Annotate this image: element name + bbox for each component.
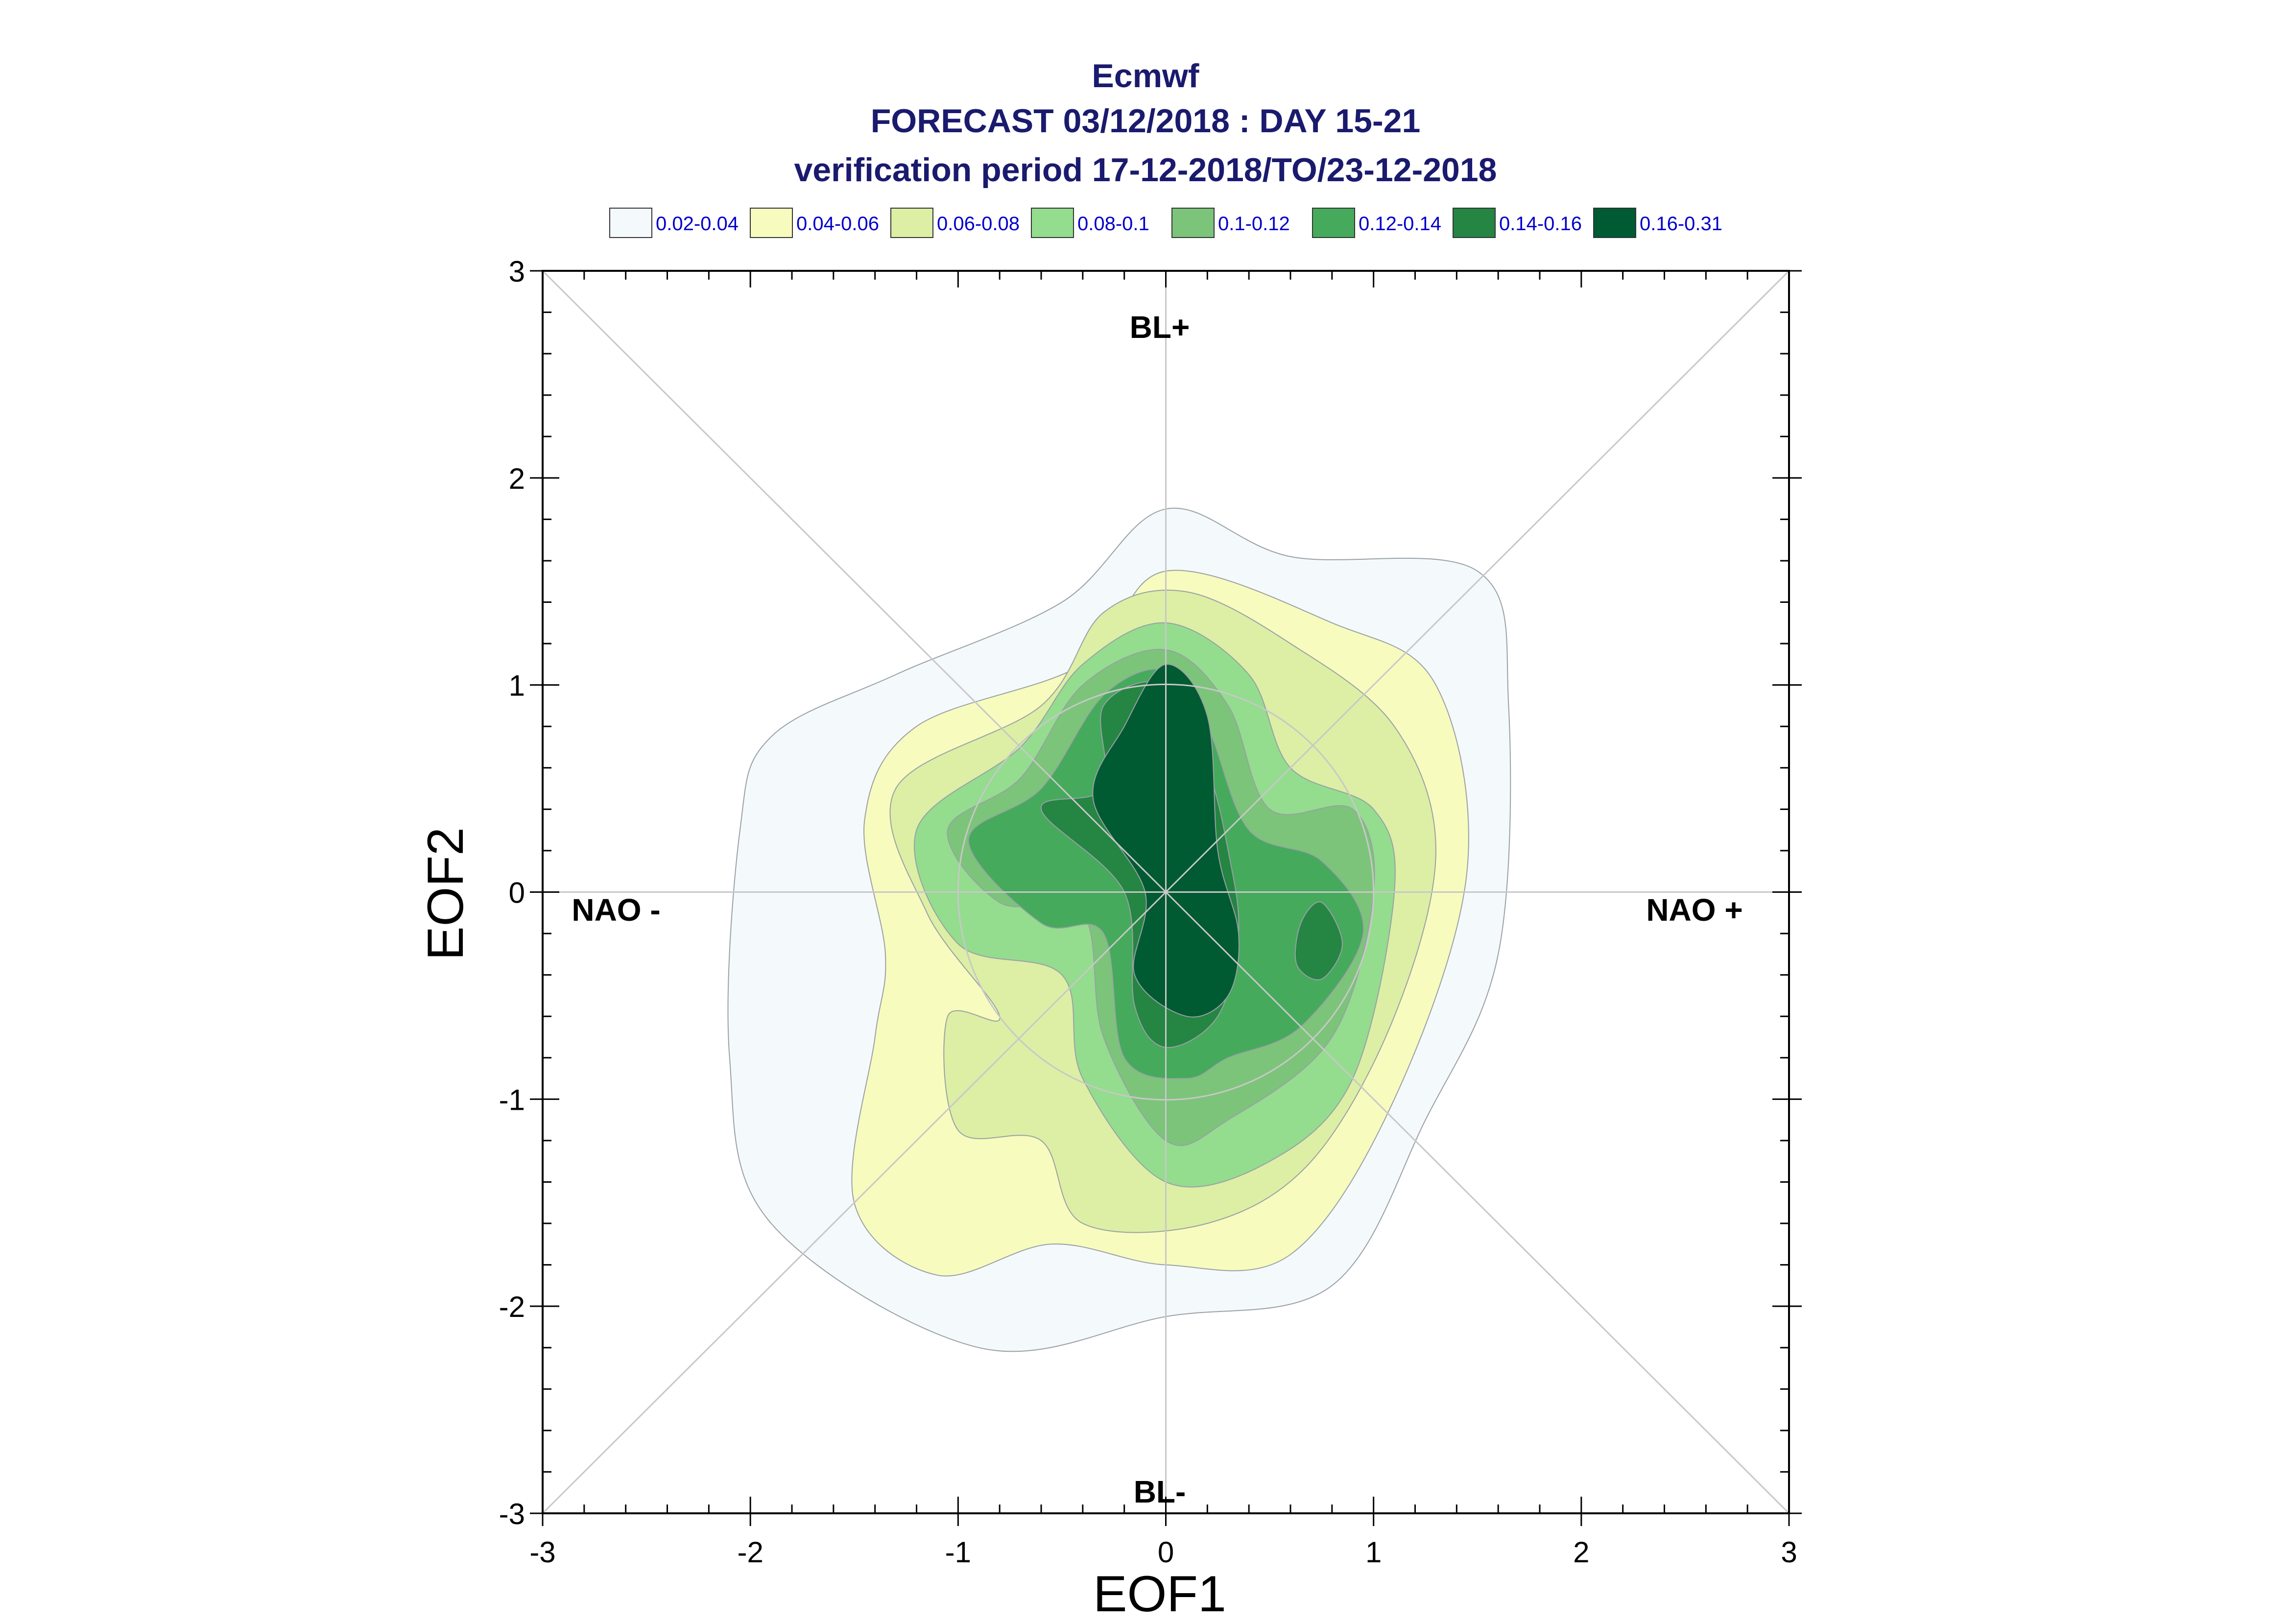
y-axis-label: EOF2 xyxy=(417,827,474,960)
regime-label-bl-minus: BL- xyxy=(1134,1474,1186,1509)
x-tick-label: 1 xyxy=(1365,1536,1382,1569)
axes: -3 -2 -1 0 1 2 3 -3 -2 -1 0 1 2 3 xyxy=(499,255,1802,1569)
regime-label-nao-minus: NAO - xyxy=(572,892,660,928)
legend-swatch xyxy=(1453,208,1496,238)
x-tick-label: 3 xyxy=(1781,1536,1797,1569)
chart-title-line-2: FORECAST 03/12/2018 : DAY 15-21 xyxy=(871,102,1421,140)
x-tick-label: -1 xyxy=(945,1536,971,1569)
y-tick-label: 2 xyxy=(509,462,525,495)
legend-label: 0.12-0.14 xyxy=(1359,213,1441,235)
chart-title-line-1: Ecmwf xyxy=(1092,57,1199,95)
regime-label-nao-plus: NAO + xyxy=(1646,892,1742,928)
y-tick-label: 3 xyxy=(509,255,525,288)
legend-swatch xyxy=(1031,208,1074,238)
y-tick-label: 0 xyxy=(509,877,525,909)
x-axis-label: EOF1 xyxy=(1093,1566,1226,1622)
contour-region xyxy=(1294,901,1343,980)
y-tick-label: -2 xyxy=(499,1290,525,1323)
legend-swatch xyxy=(609,208,652,238)
legend-label: 0.06-0.08 xyxy=(937,213,1020,235)
legend-label: 0.08-0.1 xyxy=(1077,213,1149,235)
chart-title-line-3: verification period 17-12-2018/TO/23-12-… xyxy=(794,151,1497,189)
legend-swatch xyxy=(750,208,793,238)
y-tick-label: 1 xyxy=(509,669,525,702)
x-tick-label: 0 xyxy=(1158,1536,1174,1569)
legend-swatch xyxy=(1593,208,1636,238)
legend-swatch xyxy=(1312,208,1355,238)
unit-circle xyxy=(957,683,1375,1101)
y-tick-label: -3 xyxy=(499,1498,525,1530)
reference-lines xyxy=(542,270,1790,1514)
legend-label: 0.04-0.06 xyxy=(796,213,879,235)
legend-label: 0.16-0.31 xyxy=(1640,213,1722,235)
legend: 0.02-0.04 0.04-0.06 0.06-0.08 0.08-0.1 0.1-0… xyxy=(609,208,1722,238)
legend-swatch xyxy=(890,208,933,238)
regime-label-bl-plus: BL+ xyxy=(1130,310,1190,345)
legend-swatch xyxy=(1171,208,1215,238)
legend-label: 0.02-0.04 xyxy=(656,213,739,235)
y-tick-label: -1 xyxy=(499,1083,525,1116)
x-tick-label: -2 xyxy=(737,1536,763,1569)
legend-label: 0.14-0.16 xyxy=(1499,213,1582,235)
x-tick-label: 2 xyxy=(1573,1536,1589,1569)
legend-label: 0.1-0.12 xyxy=(1218,213,1290,235)
x-tick-label: -3 xyxy=(529,1536,555,1569)
